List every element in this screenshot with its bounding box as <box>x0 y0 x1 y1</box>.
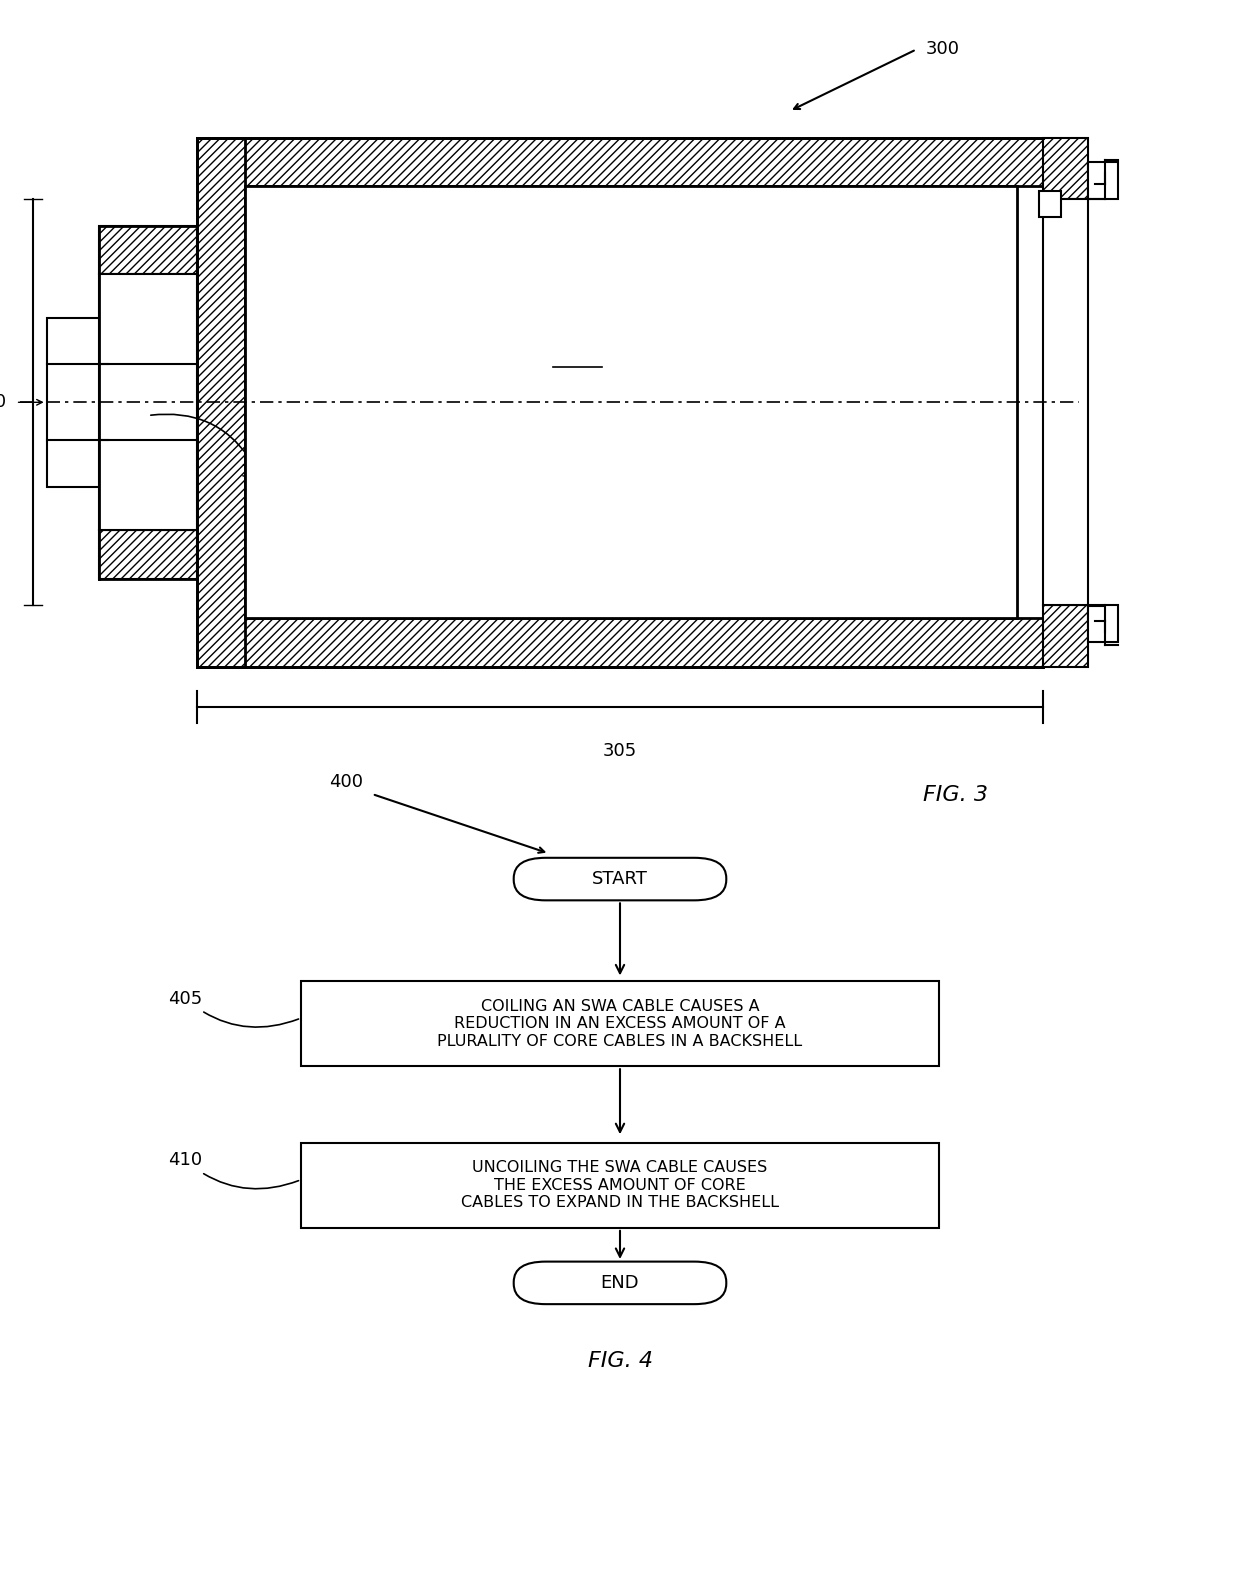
Text: 400: 400 <box>329 773 363 791</box>
Bar <box>246 186 1017 618</box>
Text: END: END <box>600 1274 640 1293</box>
Text: 310: 310 <box>0 394 7 411</box>
Bar <box>301 1143 939 1228</box>
Bar <box>196 138 246 667</box>
Text: COILING AN SWA CABLE CAUSES A
REDUCTION IN AN EXCESS AMOUNT OF A
PLURALITY OF CO: COILING AN SWA CABLE CAUSES A REDUCTION … <box>438 999 802 1048</box>
Text: 320: 320 <box>151 414 275 481</box>
Text: 305: 305 <box>603 742 637 761</box>
Bar <box>196 618 1044 667</box>
Bar <box>99 530 196 578</box>
Text: UNCOILING THE SWA CABLE CAUSES
THE EXCESS AMOUNT OF CORE
CABLES TO EXPAND IN THE: UNCOILING THE SWA CABLE CAUSES THE EXCES… <box>461 1161 779 1210</box>
Text: 410: 410 <box>169 1151 299 1189</box>
Bar <box>1087 162 1118 200</box>
Text: 300: 300 <box>925 40 960 59</box>
Bar <box>196 138 1044 186</box>
Bar <box>1039 191 1061 218</box>
Text: FIG. 3: FIG. 3 <box>923 784 988 805</box>
Text: START: START <box>591 870 649 888</box>
Text: 405: 405 <box>169 989 299 1027</box>
Text: FIG. 4: FIG. 4 <box>588 1351 652 1370</box>
FancyBboxPatch shape <box>513 858 727 900</box>
Bar <box>1087 605 1118 642</box>
Bar <box>47 318 99 488</box>
Bar <box>1044 200 1087 605</box>
Bar <box>301 981 939 1066</box>
Bar <box>99 275 196 530</box>
Bar <box>1044 138 1087 200</box>
Bar <box>1044 605 1087 667</box>
FancyBboxPatch shape <box>513 1261 727 1304</box>
Text: 315: 315 <box>560 340 595 359</box>
Bar <box>99 225 196 275</box>
